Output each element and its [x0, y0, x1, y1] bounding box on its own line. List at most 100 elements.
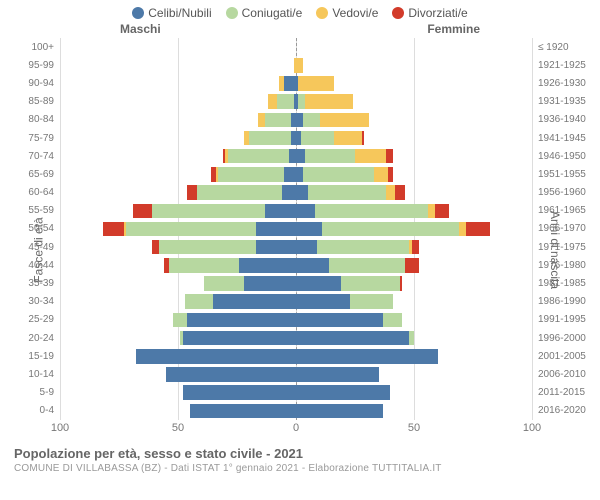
- age-label: 95-99: [28, 60, 60, 71]
- pyramid-row: 85-891931-1935: [60, 93, 532, 111]
- bar-segment: [362, 131, 364, 146]
- bar-segment: [466, 222, 490, 237]
- male-bar: [60, 385, 296, 400]
- pyramid-row: 95-991921-1925: [60, 56, 532, 74]
- bar-segment: [303, 113, 320, 128]
- male-bar: [60, 331, 296, 346]
- birth-year-label: 1986-1990: [532, 296, 586, 307]
- bar-segment: [183, 385, 296, 400]
- bar-segment: [284, 76, 296, 91]
- age-label: 70-74: [28, 151, 60, 162]
- bar-segment: [350, 294, 392, 309]
- birth-year-label: 1951-1955: [532, 169, 586, 180]
- bar-segment: [400, 276, 402, 291]
- bar-segment: [268, 94, 277, 109]
- age-label: 30-34: [28, 296, 60, 307]
- legend-label: Coniugati/e: [242, 6, 303, 20]
- bar-segment: [256, 222, 296, 237]
- female-bar: [296, 185, 532, 200]
- male-bar: [60, 294, 296, 309]
- age-label: 85-89: [28, 96, 60, 107]
- x-axis: 10050050100: [60, 420, 532, 436]
- pyramid-row: 20-241996-2000: [60, 329, 532, 347]
- bar-segment: [258, 113, 265, 128]
- bar-segment: [298, 94, 305, 109]
- pyramid-row: 15-192001-2005: [60, 347, 532, 365]
- birth-year-label: 1946-1950: [532, 151, 586, 162]
- x-tick-label: 0: [293, 422, 299, 434]
- bar-segment: [322, 222, 459, 237]
- x-tick-label: 50: [408, 422, 420, 434]
- male-bar: [60, 58, 296, 73]
- birth-year-label: 1996-2000: [532, 333, 586, 344]
- bar-segment: [190, 404, 296, 419]
- birth-year-label: 2011-2015: [532, 387, 585, 398]
- legend-label: Divorziati/e: [408, 6, 467, 20]
- x-tick-label: 100: [523, 422, 541, 434]
- male-bar: [60, 404, 296, 419]
- male-bar: [60, 167, 296, 182]
- bar-segment: [374, 167, 388, 182]
- age-label: 40-44: [28, 260, 60, 271]
- plot-area: 100+≤ 192095-991921-192590-941926-193085…: [60, 38, 532, 420]
- pyramid-row: 65-691951-1955: [60, 165, 532, 183]
- male-bar: [60, 222, 296, 237]
- female-bar: [296, 276, 532, 291]
- bar-segment: [239, 258, 296, 273]
- bar-segment: [265, 113, 291, 128]
- birth-year-label: 2006-2010: [532, 369, 586, 380]
- birth-year-label: 1956-1960: [532, 187, 586, 198]
- legend-item: Celibi/Nubili: [132, 6, 211, 20]
- age-label: 80-84: [28, 114, 60, 125]
- female-bar: [296, 58, 532, 73]
- male-bar: [60, 240, 296, 255]
- bar-segment: [228, 149, 289, 164]
- male-bar: [60, 149, 296, 164]
- bar-segment: [305, 149, 355, 164]
- bar-segment: [305, 94, 352, 109]
- male-bar: [60, 131, 296, 146]
- age-label: 90-94: [28, 78, 60, 89]
- pyramid-row: 50-541966-1970: [60, 220, 532, 238]
- bar-segment: [296, 294, 350, 309]
- female-bar: [296, 294, 532, 309]
- bar-segment: [136, 349, 296, 364]
- age-label: 50-54: [28, 223, 60, 234]
- age-label: 75-79: [28, 133, 60, 144]
- chart-footer: Popolazione per età, sesso e stato civil…: [0, 436, 600, 474]
- female-bar: [296, 149, 532, 164]
- legend: Celibi/NubiliConiugati/eVedovi/eDivorzia…: [0, 0, 600, 20]
- male-side-label: Maschi: [120, 22, 161, 36]
- bar-segment: [277, 94, 294, 109]
- bar-segment: [197, 185, 282, 200]
- male-bar: [60, 276, 296, 291]
- pyramid-rows: 100+≤ 192095-991921-192590-941926-193085…: [60, 38, 532, 420]
- bar-segment: [152, 240, 159, 255]
- bar-segment: [166, 367, 296, 382]
- legend-label: Celibi/Nubili: [148, 6, 211, 20]
- female-bar: [296, 258, 532, 273]
- x-tick-label: 50: [172, 422, 184, 434]
- male-bar: [60, 204, 296, 219]
- birth-year-label: 1991-1995: [532, 314, 586, 325]
- female-bar: [296, 94, 532, 109]
- pyramid-row: 80-841936-1940: [60, 111, 532, 129]
- female-bar: [296, 113, 532, 128]
- birth-year-label: 1971-1975: [532, 242, 586, 253]
- bar-segment: [159, 240, 256, 255]
- bar-segment: [213, 294, 296, 309]
- bar-segment: [298, 76, 333, 91]
- male-bar: [60, 76, 296, 91]
- female-bar: [296, 349, 532, 364]
- bar-segment: [265, 204, 296, 219]
- bar-segment: [296, 385, 390, 400]
- age-label: 5-9: [40, 387, 60, 398]
- female-bar: [296, 385, 532, 400]
- age-label: 60-64: [28, 187, 60, 198]
- bar-segment: [296, 404, 383, 419]
- birth-year-label: 1961-1965: [532, 205, 586, 216]
- bar-segment: [428, 204, 435, 219]
- bar-segment: [289, 149, 296, 164]
- chart-subtitle: COMUNE DI VILLABASSA (BZ) - Dati ISTAT 1…: [14, 461, 600, 474]
- bar-segment: [296, 258, 329, 273]
